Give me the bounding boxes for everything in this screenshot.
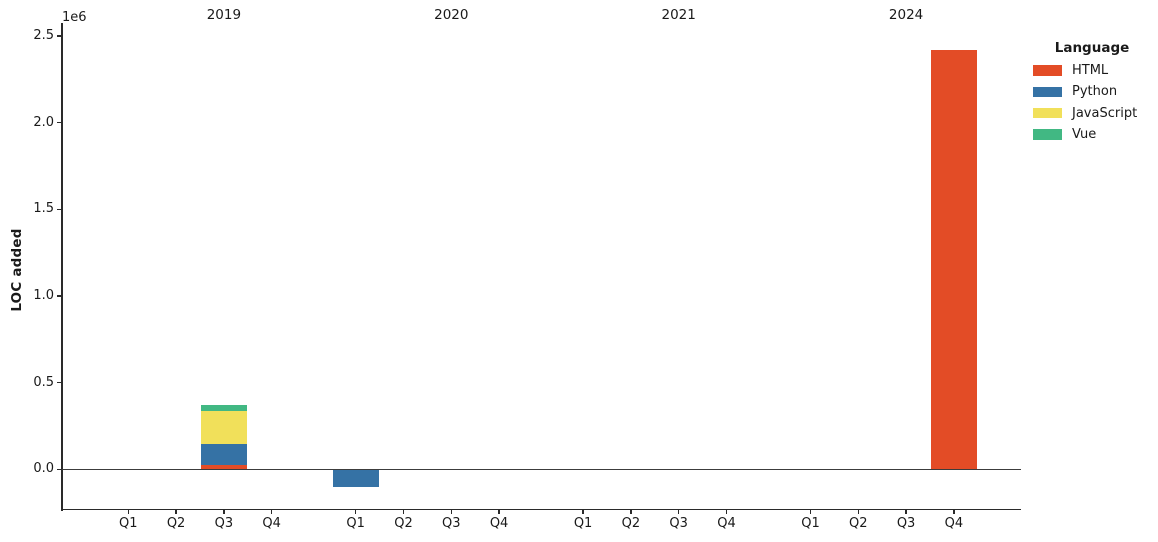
- y-tick-label: 2.5: [33, 28, 54, 44]
- year-label: 2020: [434, 7, 469, 23]
- year-label: 2019: [206, 7, 242, 23]
- x-tick-mark: [582, 510, 584, 515]
- year-label: 2024: [888, 7, 924, 23]
- x-tick-label: Q3: [669, 516, 688, 531]
- y-axis-spine: [61, 23, 63, 511]
- legend: Language HTML Python JavaScript Vue: [1033, 40, 1151, 145]
- x-tick-label: Q4: [944, 516, 964, 531]
- y-tick-mark: [56, 122, 62, 124]
- bar-segment-2019-Q3-html: [200, 464, 247, 470]
- bar-segment-2024-Q4-html: [930, 49, 977, 470]
- legend-swatch-html: [1033, 65, 1062, 76]
- x-tick-mark: [223, 510, 225, 515]
- legend-swatch-vue: [1033, 129, 1062, 140]
- x-tick-label: Q4: [489, 516, 509, 531]
- y-tick-mark: [56, 295, 62, 297]
- x-tick-mark: [355, 510, 357, 515]
- bar-segment-2019-Q3-javascript: [200, 411, 247, 445]
- x-tick-label: Q1: [801, 516, 820, 531]
- x-tick-mark: [498, 510, 500, 515]
- x-tick-mark: [450, 510, 452, 515]
- legend-entry-label: HTML: [1072, 63, 1109, 79]
- legend-title: Language: [1054, 40, 1130, 56]
- x-tick-label: Q1: [119, 516, 138, 531]
- zero-baseline: [62, 468, 1021, 471]
- legend-entry-label: Vue: [1072, 127, 1097, 143]
- x-tick-mark: [127, 510, 129, 515]
- y-tick-label: 0.5: [33, 374, 54, 390]
- x-tick-mark: [905, 510, 907, 515]
- x-tick-label: Q2: [621, 516, 641, 531]
- y-tick-mark: [56, 468, 62, 470]
- x-axis-spine: [61, 509, 1022, 511]
- x-tick-mark: [678, 510, 680, 515]
- legend-swatch-javascript: [1033, 107, 1062, 119]
- x-tick-mark: [271, 510, 273, 515]
- bar-segment-2019-Q3-python: [200, 444, 247, 465]
- y-tick-mark: [56, 382, 62, 384]
- legend-entry-label: JavaScript: [1072, 105, 1138, 121]
- legend-entry-vue: Vue: [1033, 124, 1151, 145]
- y-tick-label: 2.0: [33, 114, 54, 130]
- bar-segment-2019-Q3-vue: [200, 405, 247, 412]
- bar-segment-2020-Q1-python: [332, 469, 379, 487]
- x-tick-label: Q4: [717, 516, 736, 531]
- y-axis-label: LOC added: [9, 228, 25, 312]
- x-tick-label: Q2: [394, 516, 413, 531]
- legend-entry-label: Python: [1072, 84, 1118, 100]
- y-tick-mark: [56, 208, 62, 210]
- x-tick-label: Q2: [166, 516, 186, 531]
- x-tick-mark: [725, 510, 728, 515]
- x-tick-mark: [857, 510, 859, 515]
- x-tick-label: Q3: [896, 516, 916, 531]
- x-tick-label: Q3: [214, 516, 234, 531]
- year-label: 2021: [661, 7, 696, 23]
- legend-swatch-python: [1033, 86, 1062, 98]
- y-tick-mark: [56, 35, 62, 37]
- x-tick-mark: [953, 510, 955, 515]
- y-axis-offset-text: 1e6: [62, 10, 87, 25]
- x-tick-mark: [809, 510, 812, 515]
- x-tick-label: Q1: [573, 516, 593, 531]
- x-tick-mark: [630, 510, 632, 515]
- legend-entry-python: Python: [1033, 81, 1151, 102]
- legend-entries: HTML Python JavaScript Vue: [1033, 60, 1151, 145]
- y-tick-label: 1.5: [33, 201, 54, 217]
- legend-entry-javascript: JavaScript: [1033, 103, 1151, 124]
- x-tick-mark: [402, 510, 405, 515]
- y-tick-label: 0.0: [33, 461, 54, 477]
- x-tick-label: Q4: [262, 516, 281, 531]
- legend-entry-html: HTML: [1033, 60, 1151, 81]
- y-tick-label: 1.0: [33, 288, 54, 303]
- x-tick-label: Q2: [849, 516, 868, 531]
- x-tick-label: Q3: [442, 516, 461, 531]
- x-tick-label: Q1: [346, 516, 365, 531]
- x-tick-mark: [175, 510, 177, 515]
